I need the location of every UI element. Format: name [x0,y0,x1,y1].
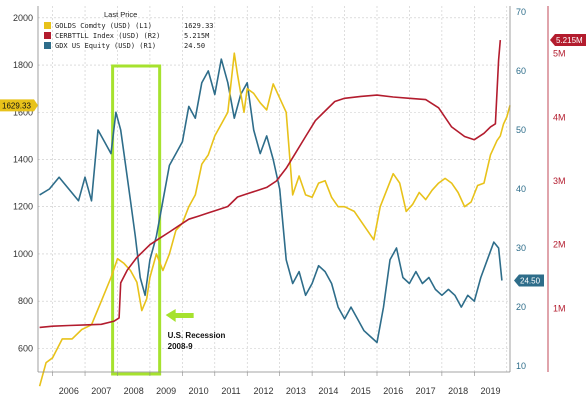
y-right-outer-tick-label: 5M [553,49,566,59]
plot-background [38,6,510,372]
x-tick-label: 2019 [481,386,501,396]
y-left-tick-label: 800 [18,296,33,306]
y-right-inner-tick-label: 60 [516,66,526,76]
y-right-outer-tick-label: 1M [553,303,566,313]
x-tick-label: 2015 [351,386,371,396]
legend-value-gold: 1629.33 [184,22,214,30]
annotation-text-line2: 2008-9 [168,342,193,351]
cerb-swatch-icon [44,32,51,39]
tag-layer: 1629.33 24.50 5.215M [0,34,586,287]
y-right-inner-tick-label: 50 [516,125,526,135]
x-tick-label: 2011 [221,386,240,396]
legend-value-gdx: 24.50 [184,42,206,50]
legend-item-gdx: GDX US Equity (USD) (R1) 24.50 [44,41,205,51]
gold-value-tag-text: 1629.33 [2,101,31,110]
series-line-0 [38,52,511,387]
y-right-inner-tick-label: 10 [516,361,526,371]
legend-value-cerb: 5.215M [184,32,210,40]
x-tick-label: 2007 [91,386,111,396]
y-left-tick-label: 1200 [13,202,33,212]
x-tick-label: 2013 [286,386,306,396]
series-line-2 [39,58,503,344]
legend: Last Price GOLDS Comdty (USD) (L1) 1629.… [44,10,222,52]
y-right-outer-tick-label: 4M [553,112,566,122]
x-tick-label: 2009 [156,386,176,396]
y-right-inner-tick-label: 40 [516,184,526,194]
x-tick-label: 2006 [59,386,79,396]
x-tick-label: 2008 [124,386,144,396]
cerb-value-tag [550,34,586,47]
y-right-inner-tick-label: 70 [516,7,526,17]
gdx-swatch-icon [44,42,51,49]
y-right-outer-tick-label: 3M [553,176,566,186]
legend-header: Last Price [104,10,138,19]
grid-layer [38,6,510,372]
legend-item-cerb: CERBTTLL Index (USD) (R2) 5.215M [44,31,209,41]
legend-label-gdx: GDX US Equity (USD) (R1) [55,42,157,50]
y-right-outer-tick-label: 2M [553,240,566,250]
x-tick-label: 2012 [253,386,273,396]
legend-label-gold: GOLDS Comdty (USD) (L1) [55,22,152,30]
y-right-inner-tick-label: 30 [516,243,526,253]
y-left-tick-label: 600 [18,343,33,353]
gdx-value-tag-text: 24.50 [520,277,541,286]
y-left-tick-label: 1400 [13,154,33,164]
y-left-tick-label: 1800 [13,60,33,70]
series-layer [38,40,511,387]
x-tick-label: 2018 [448,386,468,396]
legend-item-gold: GOLDS Comdty (USD) (L1) 1629.33 [44,21,214,31]
annotation-text-line1: U.S. Recession [168,331,226,340]
series-line-1 [39,40,502,329]
x-tick-label: 2014 [318,386,338,396]
y-left-tick-label: 1600 [13,107,33,117]
gold-value-tag [0,99,38,112]
cerb-value-tag-text: 5.215M [556,36,583,45]
y-right-inner-tick-label: 20 [516,302,526,312]
x-tick-label: 2016 [383,386,403,396]
axis-layer: 2006 2007 2008 2009 2010 2011 2012 2013 2014 2015… [13,6,566,396]
arrow-left-icon [165,309,194,322]
gold-swatch-icon [44,22,51,29]
gdx-value-tag [514,274,544,287]
x-tick-label: 2010 [189,386,209,396]
legend-label-cerb: CERBTTLL Index (USD) (R2) [55,32,161,40]
x-tick-label: 2017 [416,386,436,396]
y-left-tick-label: 2000 [13,13,33,23]
y-left-tick-label: 1000 [13,249,33,259]
